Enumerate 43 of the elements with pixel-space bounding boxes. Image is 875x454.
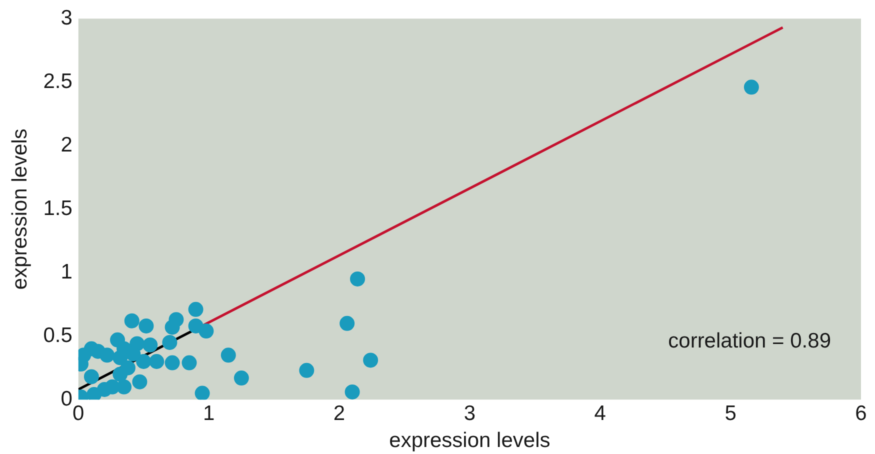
point: [234, 370, 249, 386]
x-tick-label: 3: [464, 402, 476, 425]
x-tick-label: 4: [594, 402, 606, 425]
y-tick-label: 2.5: [43, 70, 72, 93]
x-tick-label: 2: [333, 402, 346, 425]
point: [90, 344, 106, 359]
point: [363, 352, 378, 368]
point: [164, 355, 180, 370]
point: [136, 354, 152, 369]
point: [164, 320, 180, 335]
point: [299, 362, 314, 378]
point: [84, 369, 99, 384]
point: [188, 302, 204, 317]
point: [182, 355, 197, 370]
x-tick-label: 6: [855, 402, 867, 425]
y-tick-label: 0: [60, 387, 72, 410]
point: [744, 80, 759, 95]
point: [344, 384, 360, 400]
point: [149, 354, 164, 369]
point: [188, 318, 204, 334]
annotation: correlation = 0.89: [668, 329, 831, 352]
y-tick-label: 1: [60, 260, 72, 284]
y-tick-label: 3: [60, 6, 72, 30]
point: [350, 271, 366, 286]
point: [340, 316, 355, 331]
point: [138, 318, 154, 334]
point: [112, 366, 128, 382]
point: [220, 348, 236, 363]
point: [112, 350, 128, 366]
y-tick-label: 2: [60, 133, 72, 156]
point: [162, 334, 178, 350]
point: [86, 387, 102, 400]
y-axis-title: expression levels: [8, 128, 32, 290]
point: [116, 379, 132, 394]
point: [124, 313, 140, 328]
point: [194, 386, 210, 400]
y-tick-label: 0.5: [43, 324, 72, 347]
point: [132, 374, 148, 390]
x-tick-label: 1: [202, 402, 215, 425]
y-tick-label: 1.5: [43, 196, 72, 220]
point: [142, 337, 158, 352]
x-tick-label: 5: [724, 402, 736, 425]
x-axis-title: expression levels: [389, 429, 550, 452]
